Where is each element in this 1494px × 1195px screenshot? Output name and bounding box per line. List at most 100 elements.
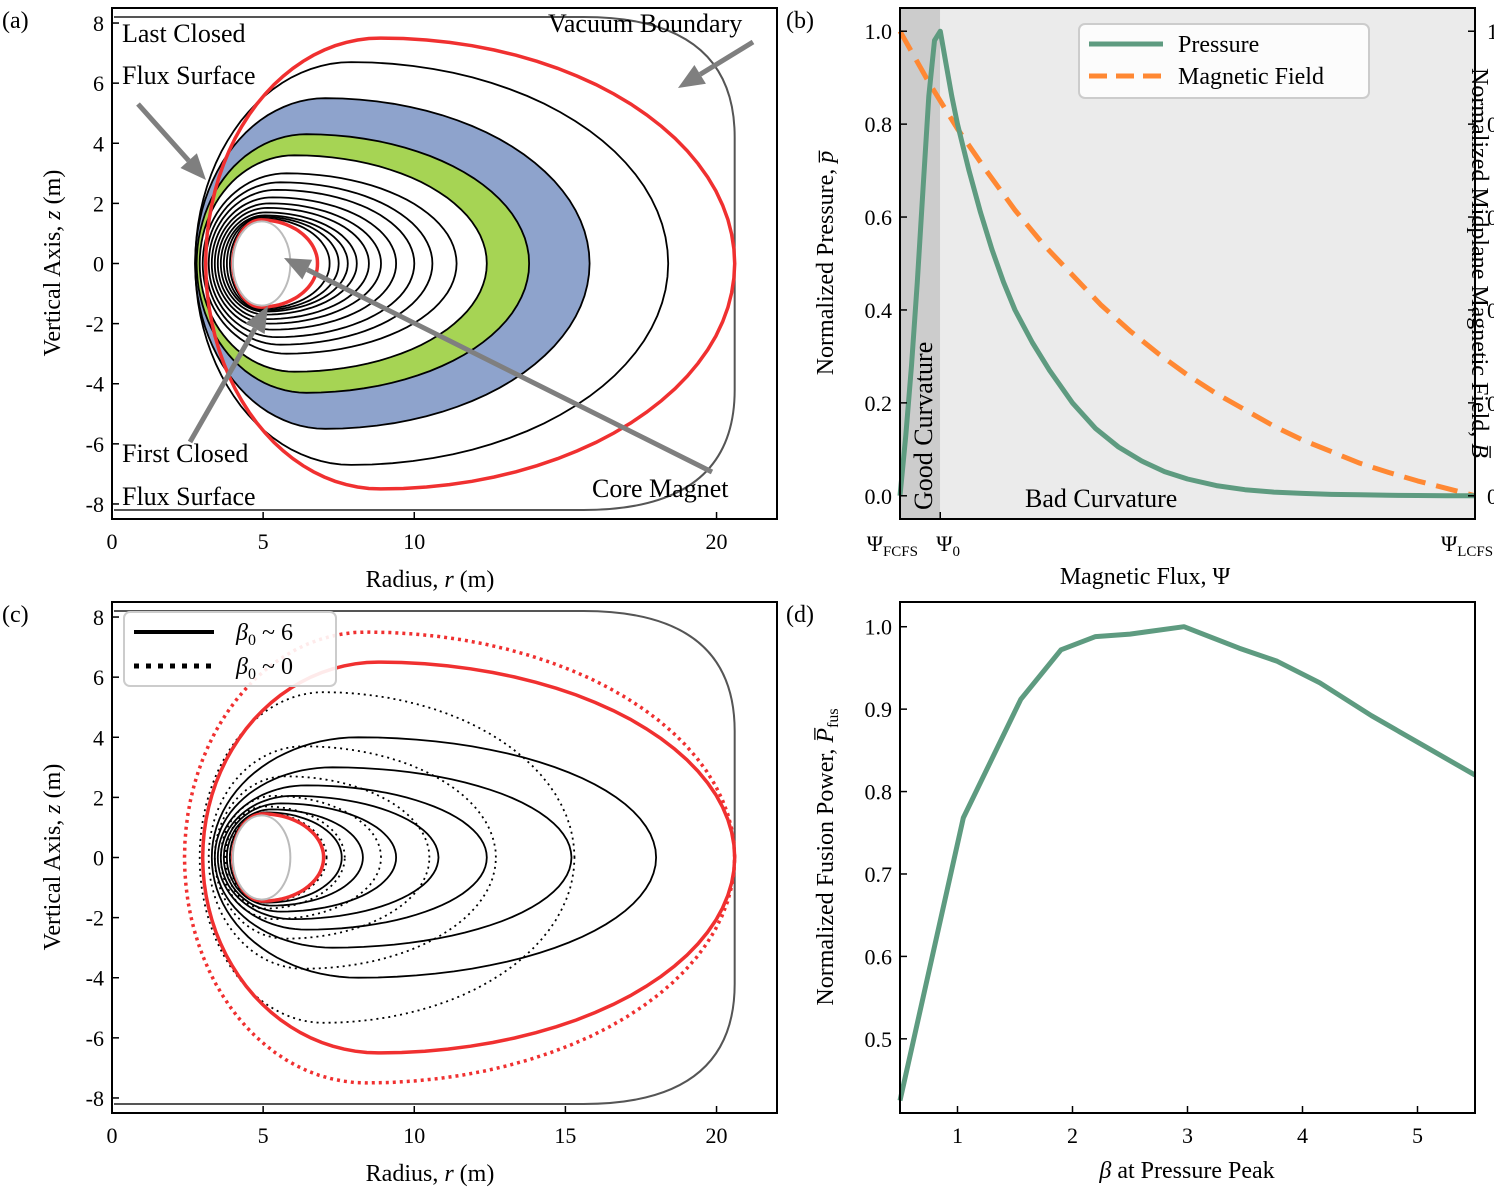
a-arrow-last-closed <box>136 102 191 163</box>
c-xtick-label: 0 <box>107 1123 118 1148</box>
a-ytick-label: -4 <box>86 372 104 397</box>
c-xlabel: Radius, r (m) <box>366 1161 495 1187</box>
a-ytick-label: 6 <box>93 71 104 96</box>
d-ytick-label: 0.6 <box>865 944 893 969</box>
b-ytick-left-label: 0.2 <box>865 391 893 416</box>
c-legend-label-solid: β0 ~ 6 <box>235 620 293 649</box>
c-flux-surfaces <box>114 610 737 1105</box>
d-xtick-label: 3 <box>1182 1123 1193 1148</box>
c-legend: β0 ~ 6 β0 ~ 0 <box>123 611 337 687</box>
a-panel-label: (a) <box>2 8 29 34</box>
c-flux-surface-solid <box>213 766 573 949</box>
a-ytick-label: 0 <box>93 252 104 277</box>
a-annot-first-closed-2: Flux Surface <box>122 482 256 511</box>
c-flux-surface-solid <box>225 808 364 907</box>
a-arrow-first-closed <box>187 327 258 444</box>
a-flux-surface <box>219 211 358 316</box>
a-xtick-label: 10 <box>403 529 425 554</box>
a-arrow-first-closed-head <box>245 306 268 335</box>
c-ytick-label: -8 <box>86 1086 104 1111</box>
b-series-pressure <box>897 28 1475 499</box>
b-ylabel-right: Normalized Midplane Magnetic Field, B̅ <box>1466 68 1492 459</box>
b-ytick-right-label: 1.0 <box>1487 19 1494 44</box>
d-xtick-label: 5 <box>1412 1123 1423 1148</box>
c-legend-label-dotted: β0 ~ 0 <box>235 654 293 683</box>
a-flux-surface <box>210 196 398 331</box>
b-ylabel-left: Normalized Pressure, p̅ <box>813 150 839 376</box>
a-ytick-label: 4 <box>93 131 104 156</box>
c-ytick-label: 2 <box>93 785 104 810</box>
a-last-closed-surface <box>203 36 737 491</box>
a-flux-surface <box>222 214 349 313</box>
c-lcfs-dotted <box>182 630 737 1085</box>
a-blue-region <box>195 98 590 429</box>
b-axes-frame <box>899 7 1476 520</box>
d-ylabel: Normalized Fusion Power, P̅fus <box>813 708 842 1005</box>
d-plot <box>897 624 1477 1102</box>
a-ytick-label: -6 <box>86 432 104 457</box>
a-arrow-vacuum-head <box>678 65 706 88</box>
a-arrow-vacuum <box>698 39 755 77</box>
c-xtick-label: 5 <box>258 1123 269 1148</box>
a-ytick-label: -8 <box>86 492 104 517</box>
a-flux-surface <box>213 202 382 325</box>
a-flux-surface <box>226 215 340 312</box>
panel-b: 0.0 0.0 0.2 0.2 0.4 0.4 0.6 0.6 0.8 0.8 1.0 1.0 ΨFCF… <box>786 7 1494 590</box>
a-flux-surface <box>228 217 331 310</box>
a-xtick-label: 5 <box>258 529 269 554</box>
b-region-bad-label: Bad Curvature <box>1025 484 1177 513</box>
c-flux-surface-dotted <box>224 805 346 910</box>
c-legend-box <box>123 611 337 687</box>
c-ytick-label: -6 <box>86 1026 104 1051</box>
a-flux-surface <box>195 133 531 394</box>
a-annot-first-closed-1: First Closed <box>122 439 248 468</box>
b-ticks: 0.0 0.0 0.2 0.2 0.4 0.4 0.6 0.6 0.8 0.8 1.0 1.0 ΨFCF… <box>865 19 1494 560</box>
c-ylabel: Vertical Axis, z (m) <box>40 764 66 951</box>
a-arrow-core-head <box>284 258 313 280</box>
a-ylabel: Vertical Axis, z (m) <box>40 170 66 357</box>
a-core-magnet <box>231 220 292 307</box>
c-flux-surface-solid <box>228 811 343 904</box>
a-xtick-label: 20 <box>706 529 728 554</box>
d-panel-label: (d) <box>786 602 814 628</box>
b-ytick-left-label: 0.4 <box>865 298 893 323</box>
b-xtick-label: ΨLCFS <box>1441 531 1493 560</box>
c-ytick-label: 6 <box>93 665 104 690</box>
d-ytick-label: 0.9 <box>865 697 893 722</box>
panel-d: 1 2 3 4 5 0.5 0.6 0.7 0.8 0.9 1.0 (d) β at Pressur… <box>786 601 1477 1184</box>
b-xlabel: Magnetic Flux, Ψ <box>1060 564 1231 590</box>
d-ytick-label: 1.0 <box>865 615 893 640</box>
c-lcfs-solid <box>200 660 737 1055</box>
a-ytick-label: -2 <box>86 312 104 337</box>
b-ytick-right-label: 0.6 <box>1487 205 1494 230</box>
b-ytick-right-label: 0.8 <box>1487 112 1494 137</box>
c-xtick-label: 20 <box>706 1123 728 1148</box>
a-flux-surface <box>216 206 370 321</box>
a-annot-core: Core Magnet <box>592 474 729 503</box>
b-xtick-label: ΨFCFS <box>867 531 918 560</box>
d-xtick-label: 4 <box>1297 1123 1308 1148</box>
a-annotations: Last Closed Flux Surface First Closed Fl… <box>122 9 755 511</box>
a-annot-last-closed-1: Last Closed <box>122 19 246 48</box>
b-series-magnetic-field <box>897 29 1476 499</box>
b-xtick-label: Ψ0 <box>936 531 960 560</box>
a-annot-vacuum: Vacuum Boundary <box>548 9 742 38</box>
a-arrow-last-closed-head <box>180 153 206 180</box>
b-region-good-label: Good Curvature <box>909 342 938 510</box>
c-xtick-label: 15 <box>554 1123 576 1148</box>
a-ytick-label: 8 <box>93 11 104 36</box>
b-ytick-right-label: 0.2 <box>1487 391 1494 416</box>
c-xtick-label: 10 <box>403 1123 425 1148</box>
b-legend: Pressure Magnetic Field <box>1078 23 1370 99</box>
a-flux-surface <box>207 188 416 339</box>
b-ytick-left-label: 0.6 <box>865 205 893 230</box>
c-ytick-label: 8 <box>93 605 104 630</box>
a-flux-surfaces <box>114 16 737 511</box>
b-ytick-left-label: 1.0 <box>865 19 893 44</box>
d-axes-frame <box>899 601 1476 1114</box>
c-ytick-label: -2 <box>86 906 104 931</box>
